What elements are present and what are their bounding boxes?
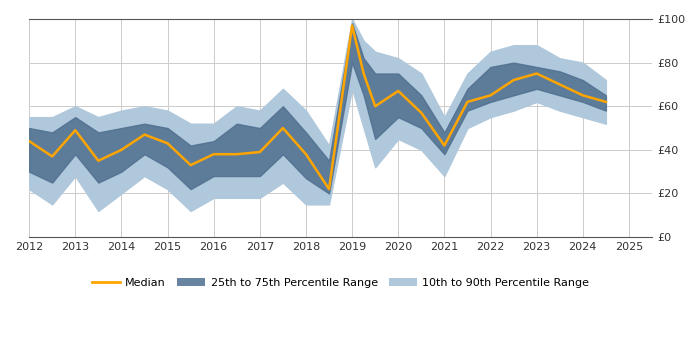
Legend: Median, 25th to 75th Percentile Range, 10th to 90th Percentile Range: Median, 25th to 75th Percentile Range, 1… <box>88 274 594 293</box>
